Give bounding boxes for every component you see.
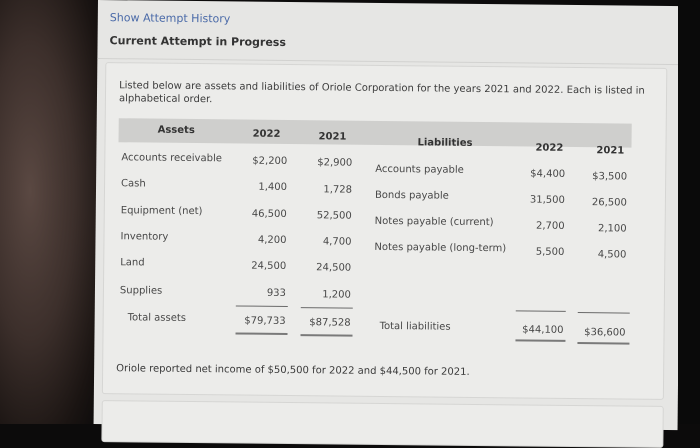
total-assets-2021: $87,528 [309, 317, 351, 329]
asset-2021: 24,500 [316, 262, 352, 274]
liability-2022: 31,500 [529, 194, 565, 206]
liability-2022: 2,700 [535, 220, 565, 232]
liability-2022: $4,400 [530, 168, 566, 180]
liability-2021: 2,100 [597, 223, 627, 235]
sum-rule [235, 305, 288, 308]
double-rule [577, 342, 630, 345]
total-assets-label: Total assets [127, 312, 187, 324]
asset-2022: 24,500 [251, 260, 287, 272]
background-finger [0, 0, 100, 424]
asset-2021: $2,900 [317, 157, 353, 169]
asset-2022: 933 [266, 287, 286, 299]
asset-label: Land [120, 257, 145, 269]
asset-2021: 1,728 [323, 184, 353, 196]
asset-2022: $2,200 [252, 155, 288, 167]
asset-2022: 1,400 [258, 181, 288, 193]
asset-label: Cash [121, 178, 146, 190]
liability-2021: 4,500 [597, 249, 627, 261]
asset-label: Accounts receivable [121, 152, 222, 165]
liabilities-year-2022: 2022 [535, 142, 564, 154]
screen: Show Attempt History Current Attempt in … [93, 0, 682, 448]
total-assets-2022: $79,733 [244, 315, 286, 327]
double-rule [235, 332, 288, 336]
total-liabilities-2022: $44,100 [522, 324, 564, 336]
double-rule [300, 334, 353, 337]
show-attempt-history-link[interactable]: Show Attempt History [109, 11, 231, 26]
liability-label: Notes payable (long-term) [374, 241, 507, 255]
asset-2021: 52,500 [316, 210, 352, 222]
attempt-status: Current Attempt in Progress [109, 34, 287, 49]
device-edge [678, 0, 700, 424]
liability-label: Accounts payable [375, 163, 464, 176]
liabilities-year-2021: 2021 [596, 145, 625, 157]
sum-rule [300, 307, 353, 309]
total-liabilities-label: Total liabilities [379, 320, 451, 333]
asset-2021: 4,700 [322, 236, 352, 248]
sum-rule [577, 312, 630, 314]
assets-year-2022: 2022 [252, 128, 281, 140]
liability-2021: 26,500 [591, 197, 627, 209]
liability-2022: 5,500 [535, 246, 565, 258]
assets-year-2021: 2021 [318, 131, 347, 143]
asset-label: Inventory [120, 231, 169, 243]
assets-header: Assets [157, 124, 195, 137]
asset-label: Supplies [119, 285, 163, 297]
double-rule [515, 339, 566, 342]
question-card: Listed below are assets and liabilities … [101, 62, 668, 400]
liability-label: Notes payable (current) [374, 215, 494, 229]
asset-2022: 46,500 [251, 208, 287, 220]
asset-2022: 4,200 [257, 234, 287, 246]
total-liabilities-2021: $36,600 [584, 327, 626, 339]
asset-2021: 1,200 [322, 289, 351, 301]
question-intro: Listed below are assets and liabilities … [118, 80, 645, 106]
next-card [101, 400, 664, 448]
net-income-note: Oriole reported net income of $50,500 fo… [116, 363, 470, 378]
liability-label: Bonds payable [374, 189, 449, 202]
asset-label: Equipment (net) [120, 205, 203, 218]
liability-2021: $3,500 [592, 171, 628, 183]
liabilities-header: Liabilities [417, 137, 473, 149]
sum-rule [515, 310, 566, 312]
